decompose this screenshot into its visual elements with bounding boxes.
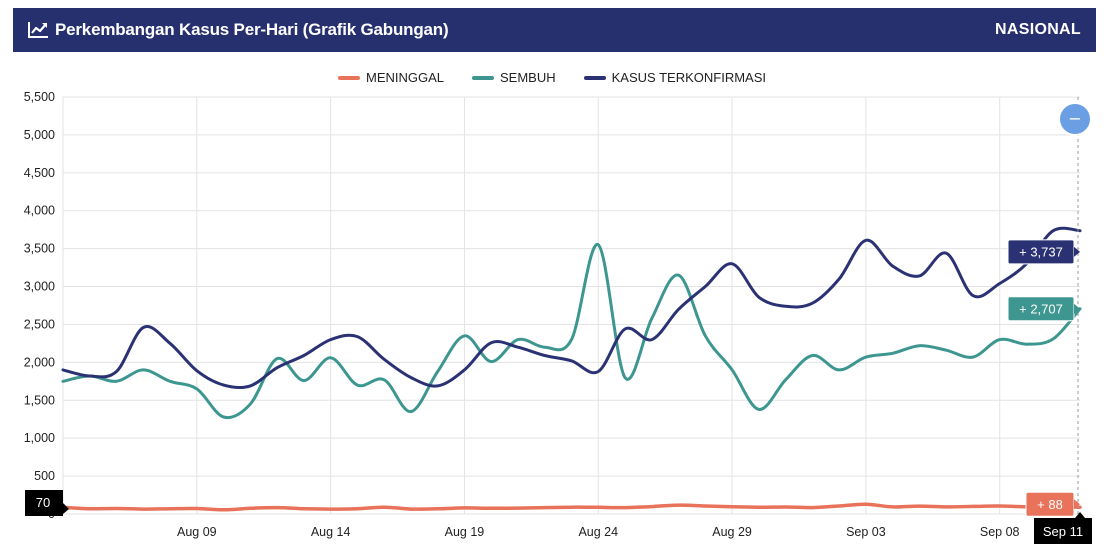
x-tick-label: Sep 03 bbox=[846, 525, 886, 539]
minus-icon: − bbox=[1068, 109, 1081, 128]
crosshair-y-label-box bbox=[25, 490, 63, 516]
tooltip-label-terkonfirmasi: + 3,737 bbox=[1019, 244, 1063, 259]
series-line-sembuh[interactable] bbox=[61, 243, 1082, 420]
crosshair-y-label-pointer bbox=[63, 503, 69, 514]
line-chart-icon bbox=[28, 22, 48, 38]
legend-label-meninggal: MENINGGAL bbox=[366, 70, 445, 85]
legend-item-terkonfirmasi[interactable]: KASUS TERKONFIRMASI bbox=[583, 70, 766, 85]
y-tick-label: 1,000 bbox=[24, 431, 55, 445]
legend-swatch-meninggal bbox=[338, 75, 360, 80]
crosshair-x-label-box bbox=[1034, 518, 1092, 544]
x-tick-label: Aug 19 bbox=[445, 525, 485, 539]
header-title-group: Perkembangan Kasus Per-Hari (Grafik Gabu… bbox=[27, 20, 449, 40]
tooltip-terkonfirmasi: + 3,737 bbox=[1007, 239, 1080, 265]
grid-layer: 05001,0001,5002,0002,5003,0003,5004,0004… bbox=[24, 90, 1080, 539]
y-tick-label: 4,000 bbox=[24, 204, 55, 218]
y-tick-label: 3,000 bbox=[24, 280, 55, 294]
y-tick-label: 5,500 bbox=[24, 90, 55, 104]
y-tick-label: 4,500 bbox=[24, 166, 55, 180]
zoom-reset-circle[interactable] bbox=[1058, 102, 1092, 136]
crosshair-x-label: Sep 11 bbox=[1034, 512, 1092, 544]
y-tick-label: 3,500 bbox=[24, 242, 55, 256]
x-tick-label: Aug 09 bbox=[177, 525, 217, 539]
x-tick-label: Aug 29 bbox=[712, 525, 752, 539]
legend-item-meninggal[interactable]: MENINGGAL bbox=[338, 70, 444, 85]
overlay-layer: + 3,737 + 2,707 + 88 Sep 11 70 − bbox=[25, 97, 1092, 544]
tooltip-label-meninggal: + 88 bbox=[1037, 497, 1063, 512]
x-tick-label: Sep 08 bbox=[980, 525, 1020, 539]
crosshair-x-label-text: Sep 11 bbox=[1043, 524, 1083, 539]
crosshair-x-label-pointer bbox=[1075, 512, 1085, 518]
tooltip-pointer-sembuh bbox=[1074, 303, 1080, 314]
legend-label-sembuh: SEMBUH bbox=[500, 70, 556, 85]
legend-swatch-sembuh bbox=[472, 75, 495, 80]
y-tick-label: 5,000 bbox=[24, 128, 55, 142]
chart-header: Perkembangan Kasus Per-Hari (Grafik Gabu… bbox=[13, 8, 1096, 52]
series-line-terkonfirmasi[interactable] bbox=[61, 226, 1082, 390]
tooltip-pointer-meninggal bbox=[1074, 499, 1080, 510]
tooltip-sembuh: + 2,707 bbox=[1007, 296, 1080, 322]
tooltip-pointer-terkonfirmasi bbox=[1074, 246, 1080, 257]
zoom-reset-button[interactable]: − bbox=[1058, 102, 1092, 136]
y-tick-label: 2,500 bbox=[24, 317, 55, 331]
tooltip-meninggal: + 88 bbox=[1025, 491, 1080, 517]
x-tick-label: Aug 14 bbox=[311, 525, 351, 539]
scope-label: NASIONAL bbox=[995, 21, 1081, 38]
chart-legend: MENINGGAL SEMBUH KASUS TERKONFIRMASI bbox=[0, 70, 1104, 85]
series-line-meninggal[interactable] bbox=[61, 502, 1082, 512]
x-tick-label: Aug 24 bbox=[578, 525, 618, 539]
legend-label-terkonfirmasi: KASUS TERKONFIRMASI bbox=[611, 70, 766, 85]
legend-swatch-terkonfirmasi bbox=[583, 75, 606, 80]
chart-title: Perkembangan Kasus Per-Hari (Grafik Gabu… bbox=[55, 20, 449, 39]
y-tick-label: 1,500 bbox=[24, 393, 55, 407]
tooltip-label-sembuh: + 2,707 bbox=[1019, 301, 1063, 316]
crosshair-y-label: 70 bbox=[25, 490, 69, 516]
y-tick-label: 500 bbox=[34, 469, 55, 483]
series-layer bbox=[61, 226, 1082, 512]
y-tick-label: 2,000 bbox=[24, 355, 55, 369]
crosshair-y-label-text: 70 bbox=[36, 495, 50, 510]
legend-item-sembuh[interactable]: SEMBUH bbox=[472, 70, 556, 85]
